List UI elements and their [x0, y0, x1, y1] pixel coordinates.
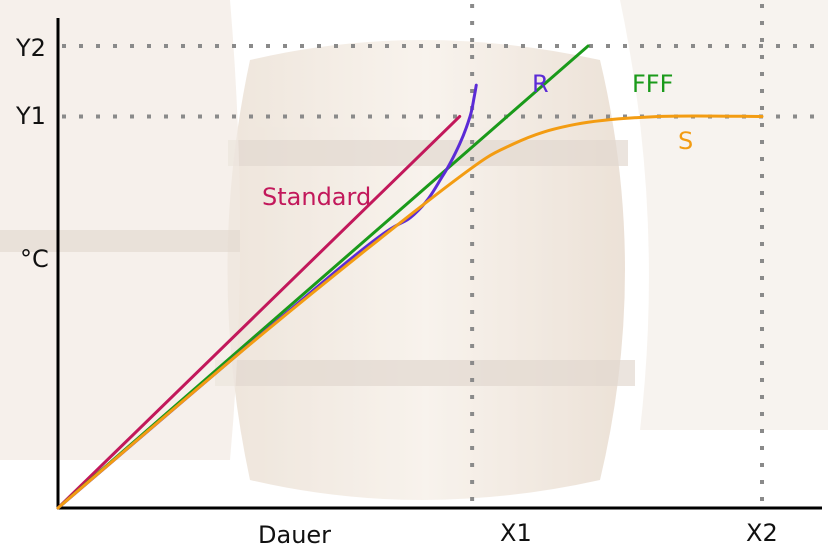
- series-label-fff: FFF: [632, 70, 673, 98]
- series-labels: Standard FFF R S: [262, 70, 693, 211]
- y-tick-label-y1: Y1: [15, 102, 46, 130]
- series-label-standard: Standard: [262, 183, 371, 211]
- dotted-guides: [62, 4, 820, 505]
- series-lines: [56, 44, 764, 510]
- x-tick-label-x2: X2: [746, 519, 778, 544]
- y-axis-label: °C: [20, 245, 49, 273]
- y-tick-label-y2: Y2: [15, 34, 46, 62]
- series-label-s: S: [678, 127, 693, 155]
- series-line-s: [56, 114, 764, 510]
- tick-labels: Y2 Y1 °C Dauer X1 X2: [15, 34, 778, 544]
- x-tick-label-x1: X1: [500, 519, 532, 544]
- series-line-standard: [56, 114, 462, 510]
- axes: [56, 18, 822, 510]
- series-line-r: [56, 83, 478, 510]
- x-axis-label: Dauer: [258, 521, 331, 544]
- series-label-r: R: [532, 70, 549, 98]
